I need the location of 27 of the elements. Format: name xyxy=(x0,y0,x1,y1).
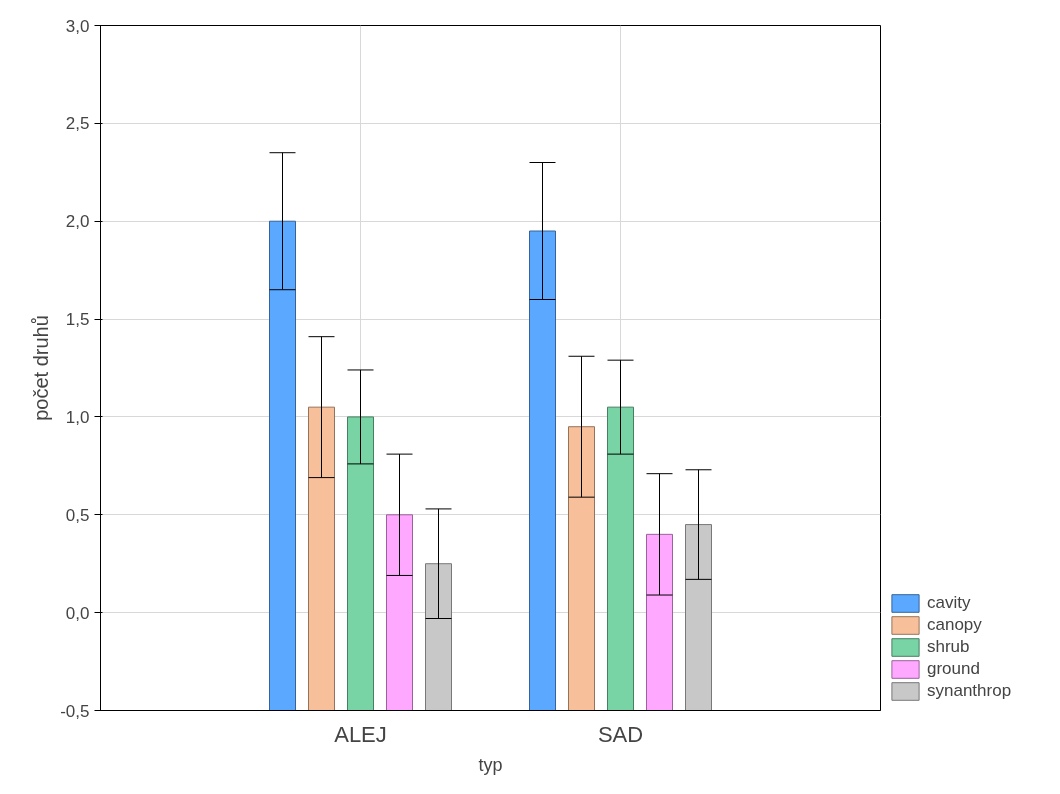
y-tick-label: 0,5 xyxy=(65,505,90,525)
y-tick-label: 1,0 xyxy=(65,407,90,427)
y-tick-label: -0,5 xyxy=(60,701,90,721)
legend-label: synanthrop xyxy=(927,681,1012,701)
bar xyxy=(308,406,335,711)
legend-label: canopy xyxy=(927,615,982,635)
x-tick-label: SAD xyxy=(597,721,644,747)
y-tick-label: 0,0 xyxy=(65,603,90,623)
bar xyxy=(347,416,374,711)
legend-label: shrub xyxy=(927,637,970,657)
bar xyxy=(386,514,413,711)
x-axis-title: typ xyxy=(478,754,503,775)
x-tick-label: ALEJ xyxy=(334,721,387,747)
legend-label: ground xyxy=(927,659,980,679)
bar xyxy=(269,220,296,711)
y-tick-label: 2,5 xyxy=(65,114,90,134)
bar xyxy=(425,563,452,711)
legend-label: cavity xyxy=(927,593,971,613)
bar xyxy=(646,533,673,711)
bar xyxy=(607,406,634,711)
bar xyxy=(529,230,556,711)
y-tick-label: 2,0 xyxy=(65,212,90,232)
y-tick-label: 1,5 xyxy=(65,310,90,330)
y-axis-title: počet druhů xyxy=(30,315,53,421)
bar xyxy=(568,426,595,711)
bar xyxy=(685,524,712,711)
y-tick-label: 3,0 xyxy=(65,16,90,36)
